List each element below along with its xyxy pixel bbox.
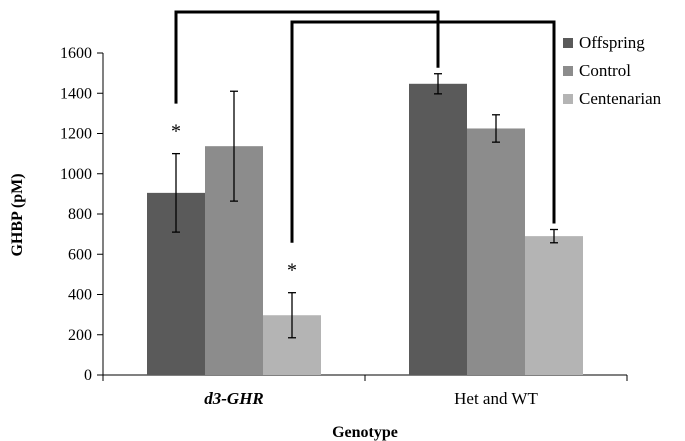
significance-asterisk: * xyxy=(171,121,181,143)
x-category-label: Het and WT xyxy=(454,389,538,408)
y-tick-label: 1000 xyxy=(60,166,92,183)
significance-brackets xyxy=(174,10,556,243)
significance-bracket xyxy=(174,10,440,104)
y-tick-label: 200 xyxy=(68,327,92,344)
bar xyxy=(467,128,525,375)
legend: Offspring Control Centenarian xyxy=(563,33,662,108)
legend-swatch xyxy=(563,94,573,104)
y-tick-label: 800 xyxy=(68,206,92,223)
y-axis: 0 200 400 600 800 1000 1200 1400 1600 xyxy=(60,45,104,384)
y-axis-title: GHBP (pM) xyxy=(9,173,26,256)
bars xyxy=(147,83,583,375)
error-bars xyxy=(172,73,558,339)
x-category-label: d3-GHR xyxy=(204,389,264,408)
legend-label: Centenarian xyxy=(579,89,662,108)
y-tick-label: 400 xyxy=(68,287,92,304)
x-axis: d3-GHR Het and WT xyxy=(102,374,628,408)
significance-bracket xyxy=(290,20,556,243)
y-tick-label: 0 xyxy=(84,367,92,384)
y-tick-label: 1600 xyxy=(60,45,92,62)
bar xyxy=(409,83,467,375)
legend-label: Control xyxy=(579,61,631,80)
legend-swatch xyxy=(563,66,573,76)
y-tick-label: 1400 xyxy=(60,85,92,102)
x-axis-title: Genotype xyxy=(332,424,398,441)
annotations: ** xyxy=(171,121,297,282)
legend-swatch xyxy=(563,38,573,48)
bar xyxy=(525,236,583,375)
significance-asterisk: * xyxy=(287,260,297,282)
legend-label: Offspring xyxy=(579,33,645,52)
y-tick-label: 600 xyxy=(68,246,92,263)
y-tick-label: 1200 xyxy=(60,126,92,143)
